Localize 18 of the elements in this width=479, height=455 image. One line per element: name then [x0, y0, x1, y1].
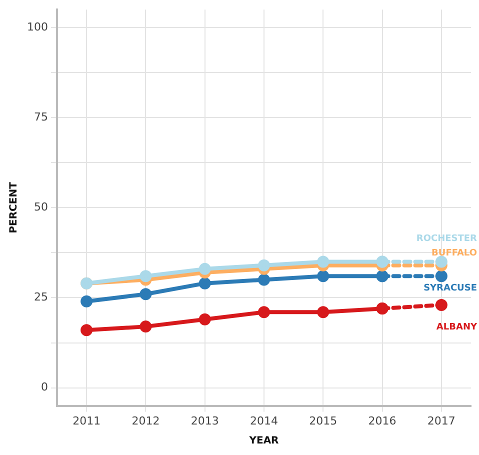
x-tick-label: 2015 [309, 414, 338, 428]
x-tick-label: 2016 [368, 414, 396, 428]
y-tick-label: 0 [40, 380, 48, 394]
y-tick-label: 100 [26, 20, 48, 34]
x-axis-title: YEAR [248, 436, 280, 447]
series-label: SYRACUSE [424, 283, 477, 294]
y-tick-label: 50 [34, 200, 48, 214]
x-tick-label: 2014 [250, 414, 278, 428]
series-label: BUFFALO [432, 248, 478, 259]
y-tick-label: 25 [34, 290, 48, 304]
y-axis-title: PERCENT [8, 182, 20, 234]
x-tick-label: 2017 [427, 414, 456, 428]
x-tick-label: 2012 [132, 414, 160, 428]
x-tick-label: 2013 [190, 414, 219, 428]
x-tick-label: 2011 [72, 414, 101, 428]
y-tick-label: 75 [34, 110, 48, 124]
series-label: ALBANY [436, 322, 478, 332]
series-label: ROCHESTER [416, 234, 478, 244]
